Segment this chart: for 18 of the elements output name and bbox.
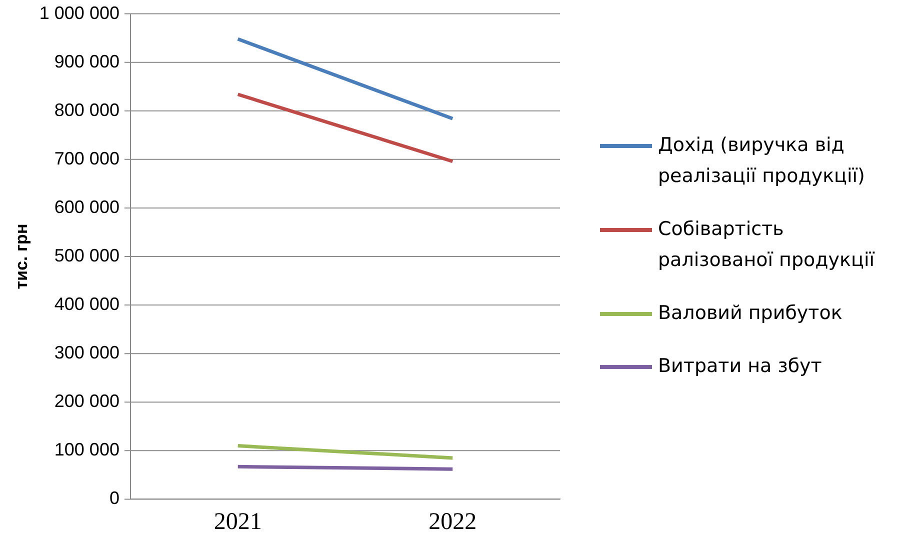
legend-label: Валовий прибуток [658,301,842,326]
legend-label: Дохід (виручка від реалізації продукції) [658,133,866,189]
y-tick-label: 100 000 [54,440,120,460]
y-tick-label: 700 000 [54,148,120,168]
y-tick-label: 0 [109,488,120,508]
y-tick-label: 800 000 [54,100,120,120]
x-tick-label: 2022 [428,508,477,535]
y-tick-label: 400 000 [54,294,120,314]
y-tick-label: 200 000 [54,391,120,412]
legend-label: Собівартість ралізованої продукції [658,217,876,273]
y-tick-label: 500 000 [54,245,120,266]
x-tick-label: 2021 [214,508,262,535]
y-tick-label: 600 000 [54,196,120,217]
y-tick-label: 1 000 000 [39,2,120,23]
legend-label: Витрати на збут [658,354,822,379]
y-tick-label: 900 000 [54,51,120,72]
y-tick-label: 300 000 [54,342,120,363]
y-axis-title: тис. грн [12,224,31,290]
